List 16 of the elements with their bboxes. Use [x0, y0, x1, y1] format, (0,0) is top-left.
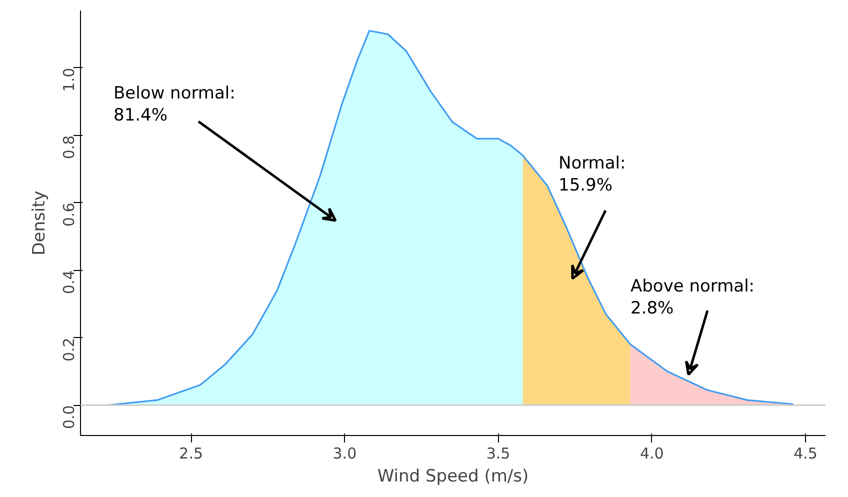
- y-tick-label: 0.8: [60, 135, 78, 160]
- annotation: Above normal: 2.8%: [630, 276, 755, 318]
- x-tick-label: 3.5: [486, 444, 510, 462]
- annotation: Below normal: 81.4%: [114, 84, 236, 126]
- x-tick-label: 4.5: [794, 444, 818, 462]
- y-tick-label: 1.0: [60, 68, 78, 92]
- x-tick-label: 2.5: [179, 444, 204, 462]
- y-axis-title: Density: [30, 190, 50, 256]
- y-tick-label: 0.0: [60, 405, 78, 429]
- y-tick-label: 0.6: [60, 202, 78, 227]
- y-tick-label: 0.2: [60, 338, 78, 362]
- annotation: Normal: 15.9%: [558, 154, 626, 196]
- y-tick-label: 0.4: [60, 270, 78, 294]
- x-tick-label: 3.0: [332, 444, 357, 462]
- x-axis-title: Wind Speed (m/s): [377, 466, 529, 486]
- x-tick-label: 4.0: [640, 444, 664, 462]
